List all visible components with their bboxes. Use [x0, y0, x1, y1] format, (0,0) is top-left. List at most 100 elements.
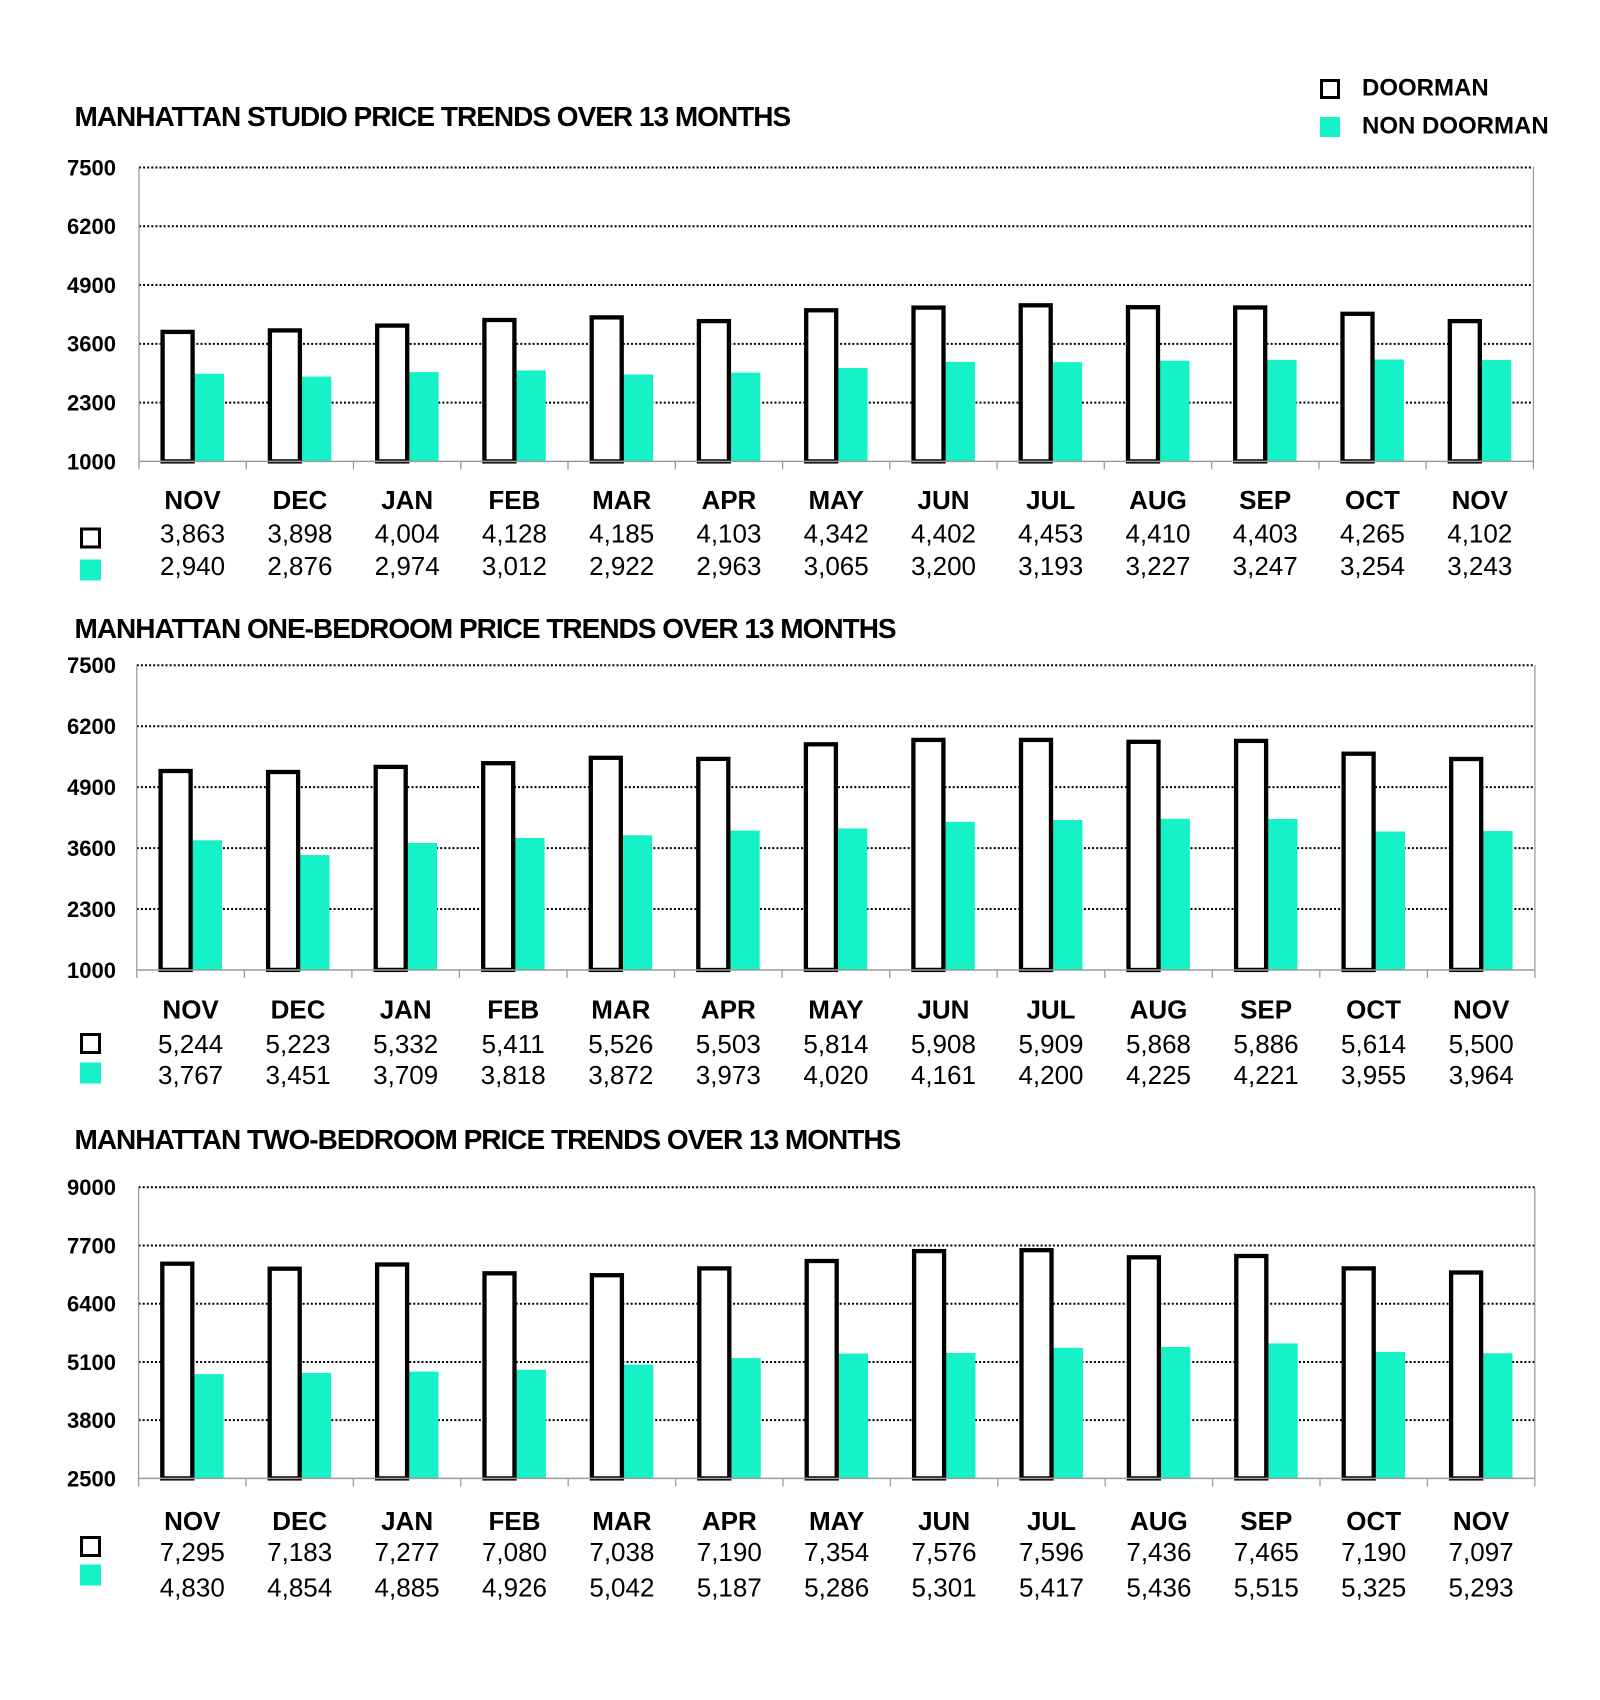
svg-text:AUG: AUG [1130, 995, 1188, 1025]
svg-text:4,410: 4,410 [1125, 519, 1190, 549]
svg-text:2,963: 2,963 [696, 551, 761, 581]
svg-text:9000: 9000 [67, 1175, 116, 1200]
svg-text:5,286: 5,286 [804, 1573, 869, 1603]
svg-text:3,247: 3,247 [1233, 551, 1298, 581]
svg-text:6400: 6400 [67, 1292, 116, 1317]
svg-text:MAR: MAR [592, 485, 651, 515]
svg-text:5,868: 5,868 [1126, 1029, 1191, 1059]
svg-text:2,974: 2,974 [375, 551, 440, 581]
svg-text:5,411: 5,411 [482, 1029, 545, 1059]
svg-text:4,200: 4,200 [1018, 1060, 1083, 1090]
svg-text:4,830: 4,830 [160, 1573, 225, 1603]
svg-text:5,909: 5,909 [1018, 1029, 1083, 1059]
svg-text:2500: 2500 [67, 1466, 116, 1491]
svg-text:3,863: 3,863 [160, 519, 225, 549]
svg-text:3,872: 3,872 [588, 1060, 653, 1090]
svg-text:JAN: JAN [381, 1506, 433, 1536]
svg-text:4,225: 4,225 [1126, 1060, 1191, 1090]
svg-text:3,898: 3,898 [267, 519, 332, 549]
svg-text:MANHATTAN ONE-BEDROOM PRICE TR: MANHATTAN ONE-BEDROOM PRICE TRENDS OVER … [75, 613, 896, 644]
svg-text:NOV: NOV [1453, 1506, 1510, 1536]
svg-text:MAR: MAR [592, 1506, 651, 1536]
svg-text:SEP: SEP [1239, 485, 1291, 515]
svg-text:SEP: SEP [1240, 1506, 1292, 1536]
svg-text:3600: 3600 [67, 332, 116, 357]
svg-text:2,922: 2,922 [589, 551, 654, 581]
svg-text:3,243: 3,243 [1447, 551, 1512, 581]
svg-text:NOV: NOV [162, 995, 219, 1025]
svg-text:5,293: 5,293 [1449, 1573, 1514, 1603]
svg-text:7,080: 7,080 [482, 1537, 547, 1567]
svg-text:4900: 4900 [67, 775, 116, 800]
svg-text:OCT: OCT [1346, 1506, 1401, 1536]
svg-text:AUG: AUG [1129, 485, 1187, 515]
svg-text:3,254: 3,254 [1340, 551, 1405, 581]
svg-text:5,187: 5,187 [697, 1573, 762, 1603]
svg-text:5,042: 5,042 [589, 1573, 654, 1603]
svg-text:4,342: 4,342 [804, 519, 869, 549]
svg-text:7,277: 7,277 [375, 1537, 440, 1567]
svg-text:4,221: 4,221 [1234, 1060, 1299, 1090]
svg-text:4,403: 4,403 [1233, 519, 1298, 549]
svg-text:3800: 3800 [67, 1408, 116, 1433]
svg-text:7,183: 7,183 [267, 1537, 332, 1567]
svg-text:4,102: 4,102 [1447, 519, 1512, 549]
svg-text:7500: 7500 [67, 653, 116, 678]
svg-text:5,814: 5,814 [803, 1029, 868, 1059]
svg-text:DEC: DEC [272, 485, 327, 515]
svg-text:MANHATTAN STUDIO PRICE TRENDS: MANHATTAN STUDIO PRICE TRENDS OVER 13 MO… [75, 101, 791, 132]
svg-text:OCT: OCT [1346, 995, 1401, 1025]
svg-text:AUG: AUG [1130, 1506, 1188, 1536]
svg-text:5,223: 5,223 [266, 1029, 331, 1059]
svg-text:5,325: 5,325 [1341, 1573, 1406, 1603]
svg-text:7700: 7700 [67, 1233, 116, 1258]
svg-text:7,097: 7,097 [1449, 1537, 1514, 1567]
svg-text:APR: APR [701, 485, 756, 515]
svg-text:DEC: DEC [272, 1506, 327, 1536]
svg-text:4,020: 4,020 [803, 1060, 868, 1090]
svg-text:4,265: 4,265 [1340, 519, 1405, 549]
svg-text:3,973: 3,973 [696, 1060, 761, 1090]
svg-text:4,402: 4,402 [911, 519, 976, 549]
svg-text:NON DOORMAN: NON DOORMAN [1362, 113, 1549, 140]
svg-text:SEP: SEP [1240, 995, 1292, 1025]
svg-text:4,128: 4,128 [482, 519, 547, 549]
svg-text:FEB: FEB [488, 485, 540, 515]
svg-text:3,451: 3,451 [266, 1060, 331, 1090]
svg-text:7,295: 7,295 [160, 1537, 225, 1567]
svg-text:5,301: 5,301 [912, 1573, 977, 1603]
svg-text:5,436: 5,436 [1126, 1573, 1191, 1603]
svg-text:7,596: 7,596 [1019, 1537, 1084, 1567]
svg-text:4,161: 4,161 [911, 1060, 976, 1090]
svg-text:5,526: 5,526 [588, 1029, 653, 1059]
svg-text:5,614: 5,614 [1341, 1029, 1406, 1059]
svg-text:3,193: 3,193 [1018, 551, 1083, 581]
svg-text:NOV: NOV [164, 1506, 221, 1536]
svg-text:5,417: 5,417 [1019, 1573, 1084, 1603]
svg-text:1000: 1000 [67, 449, 116, 474]
svg-text:OCT: OCT [1345, 485, 1400, 515]
svg-text:7,038: 7,038 [589, 1537, 654, 1567]
svg-text:3,227: 3,227 [1125, 551, 1190, 581]
svg-text:2,940: 2,940 [160, 551, 225, 581]
svg-text:DOORMAN: DOORMAN [1362, 75, 1489, 102]
svg-text:5,908: 5,908 [911, 1029, 976, 1059]
svg-text:4,854: 4,854 [267, 1573, 332, 1603]
svg-text:7,436: 7,436 [1126, 1537, 1191, 1567]
svg-text:7,190: 7,190 [1341, 1537, 1406, 1567]
svg-text:5100: 5100 [67, 1350, 116, 1375]
svg-text:2,876: 2,876 [267, 551, 332, 581]
svg-text:4,453: 4,453 [1018, 519, 1083, 549]
svg-text:5,503: 5,503 [696, 1029, 761, 1059]
svg-text:3,200: 3,200 [911, 551, 976, 581]
svg-text:7,190: 7,190 [697, 1537, 762, 1567]
svg-text:JAN: JAN [380, 995, 432, 1025]
svg-text:2300: 2300 [67, 897, 116, 922]
svg-text:3,767: 3,767 [158, 1060, 223, 1090]
svg-text:3,065: 3,065 [804, 551, 869, 581]
svg-text:NOV: NOV [1452, 485, 1509, 515]
svg-text:APR: APR [701, 995, 756, 1025]
svg-text:7,354: 7,354 [804, 1537, 869, 1567]
svg-text:6200: 6200 [67, 214, 116, 239]
svg-text:4,185: 4,185 [589, 519, 654, 549]
